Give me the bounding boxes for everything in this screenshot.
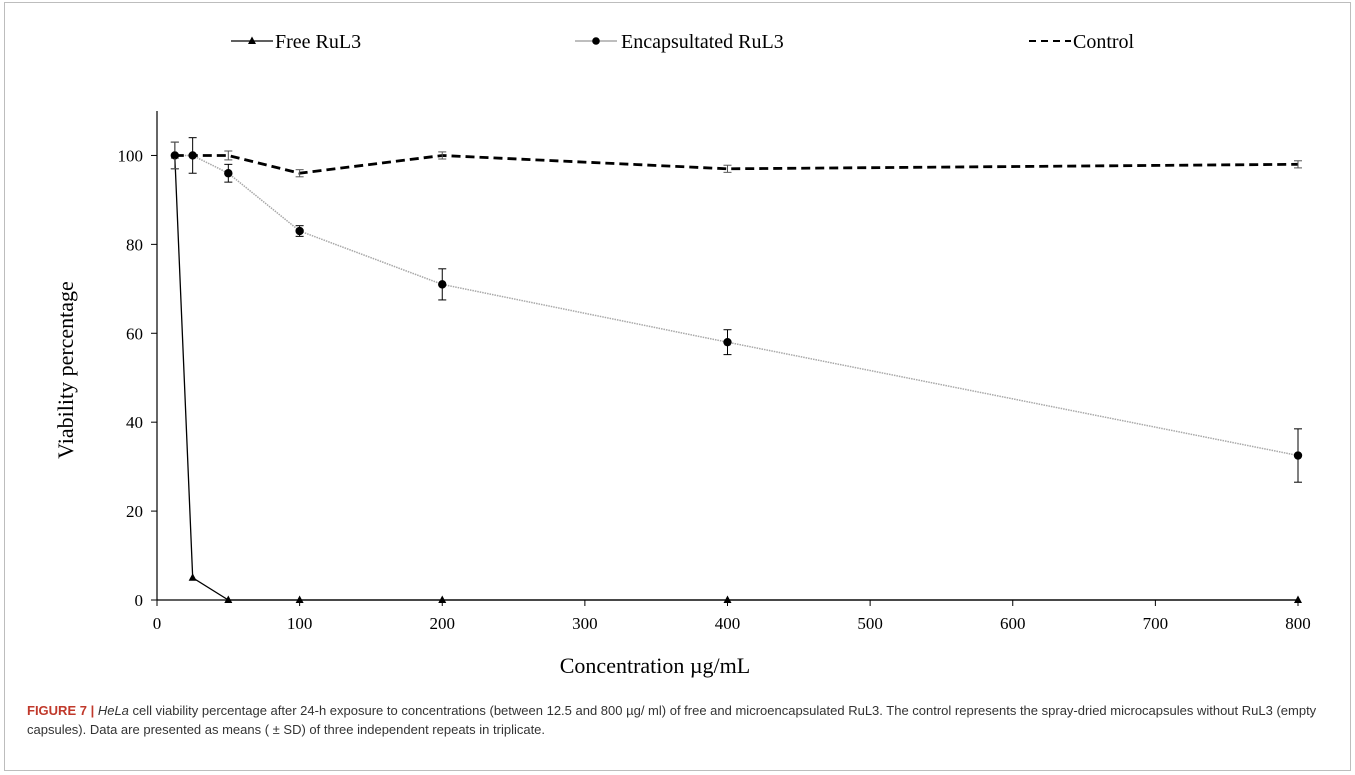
y-tick-label: 60 [126, 324, 143, 343]
legend-marker [592, 37, 600, 45]
figure-caption: FIGURE 7 | HeLa cell viability percentag… [27, 701, 1327, 739]
figure-frame: Free RuL3 Encapsultated RuL3 Control 0 20 40… [4, 2, 1351, 771]
series-line-control [174, 154, 1299, 175]
data-point-free-rul3 [295, 595, 304, 603]
legend-marker [248, 36, 256, 44]
x-tick-label: 400 [715, 614, 741, 633]
data-point-encapsultated-rul3 [295, 226, 304, 236]
marks [170, 137, 1303, 603]
x-tick-label: 800 [1285, 614, 1311, 633]
y-tick-label: 100 [118, 146, 144, 165]
x-tick-label: 0 [153, 614, 162, 633]
axes: 0 20 40 60 80 100 0 100 200 300 400 500 600 700 800 [118, 111, 1311, 633]
legend-label: Free RuL3 [275, 31, 361, 53]
x-axis-label: Concentration µg/mL [560, 653, 750, 678]
data-point-free-rul3 [1294, 595, 1302, 603]
y-tick-label: 0 [135, 591, 144, 610]
data-point-free-rul3 [723, 595, 732, 603]
y-tick-label: 80 [126, 235, 143, 254]
x-tick-label: 500 [857, 614, 883, 633]
data-point-encapsultated-rul3 [723, 337, 732, 347]
viability-chart: Free RuL3 Encapsultated RuL3 Control 0 20 40… [53, 31, 1311, 678]
y-tick-label: 40 [126, 413, 143, 432]
x-tick-label: 300 [572, 614, 598, 633]
x-tick-label: 200 [430, 614, 456, 633]
series-line-free-rul3 [174, 155, 1298, 601]
series-line-encapsultated-rul3 [174, 154, 1299, 457]
data-point-encapsultated-rul3 [438, 280, 447, 289]
x-tick-label: 100 [287, 614, 313, 633]
caption-text: cell viability percentage after 24-h exp… [27, 703, 1317, 737]
legend: Free RuL3 Encapsultated RuL3 Control [231, 31, 1135, 53]
data-point-free-rul3 [224, 595, 233, 603]
data-point-free-rul3 [438, 595, 447, 603]
y-axis-label: Viability percentage [53, 281, 78, 459]
x-tick-label: 700 [1143, 614, 1169, 633]
x-tick-label: 600 [1000, 614, 1026, 633]
y-tick-label: 20 [126, 502, 143, 521]
data-point-free-rul3 [188, 573, 197, 581]
data-point-free-rul3 [170, 150, 179, 159]
caption-label: FIGURE 7 | [27, 703, 95, 718]
legend-label: Control [1073, 31, 1135, 53]
legend-label: Encapsultated RuL3 [621, 31, 784, 53]
data-point-encapsultated-rul3 [1293, 451, 1303, 460]
data-point-encapsultated-rul3 [224, 169, 233, 178]
caption-italic: HeLa [97, 703, 129, 718]
